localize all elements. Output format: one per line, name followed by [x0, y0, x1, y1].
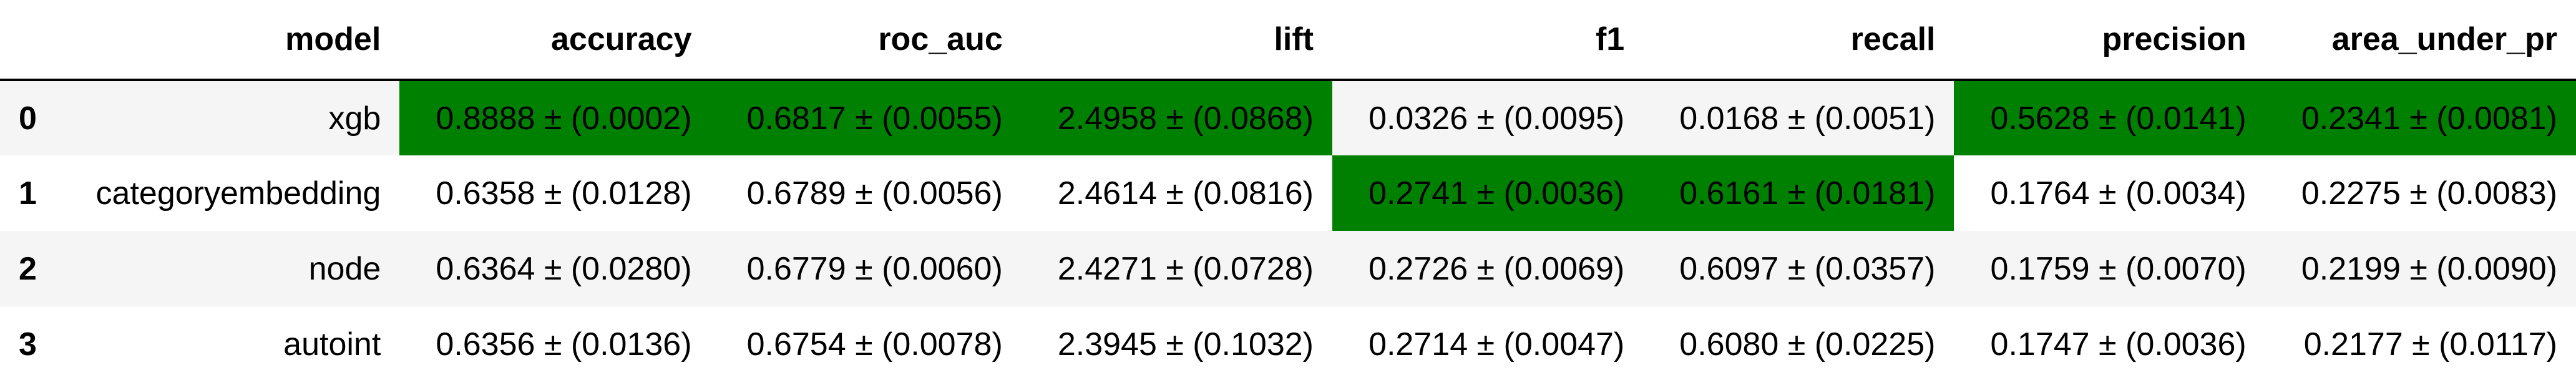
model-cell: autoint — [283, 326, 381, 363]
roc-auc-cell: 0.6789 ± (0.0056) — [746, 175, 1003, 212]
index-header — [0, 0, 58, 81]
column-header-lift: lift — [1021, 0, 1332, 81]
column-header-model: model — [57, 0, 400, 81]
column-header-f1: f1 — [1332, 0, 1644, 81]
precision-cell: 0.1764 ± (0.0034) — [1990, 175, 2247, 212]
f1-cell: 0.2726 ± (0.0069) — [1332, 231, 1644, 306]
roc-auc-cell: 0.6817 ± (0.0055) — [710, 80, 1022, 155]
accuracy-cell: 0.8888 ± (0.0002) — [399, 80, 711, 155]
recall-cell: 0.6080 ± (0.0225) — [1679, 326, 1936, 363]
lift-cell: 2.4958 ± (0.0868) — [1021, 80, 1332, 155]
recall-cell: 0.6161 ± (0.0181) — [1643, 155, 1954, 231]
f1-cell: 0.2741 ± (0.0036) — [1332, 155, 1644, 231]
accuracy-cell: 0.6358 ± (0.0128) — [436, 175, 692, 212]
table-header: model accuracy roc_auc lift f1 recall pr… — [0, 0, 2576, 81]
roc-auc-cell: 0.6754 ± (0.0078) — [746, 326, 1003, 363]
lift-cell: 2.4271 ± (0.0728) — [1021, 231, 1332, 306]
recall-cell: 0.6097 ± (0.0357) — [1643, 231, 1954, 306]
table-row: 2 node 0.6364 ± (0.0280) 0.6779 ± (0.006… — [0, 231, 2576, 306]
area-under-pr-cell: 0.2341 ± (0.0081) — [2265, 80, 2576, 155]
f1-cell: 0.2714 ± (0.0047) — [1368, 326, 1625, 363]
model-cell: node — [57, 231, 400, 306]
precision-cell: 0.5628 ± (0.0141) — [1954, 80, 2265, 155]
accuracy-cell: 0.6356 ± (0.0136) — [436, 326, 692, 363]
row-index: 0 — [0, 80, 58, 155]
roc-auc-cell: 0.6779 ± (0.0060) — [710, 231, 1022, 306]
precision-cell: 0.1759 ± (0.0070) — [1954, 231, 2265, 306]
table-row: 3 autoint 0.6356 ± (0.0136) 0.6754 ± (0.… — [0, 306, 2576, 382]
model-cell: categoryembedding — [95, 175, 381, 212]
table-body: 0 xgb 0.8888 ± (0.0002) 0.6817 ± (0.0055… — [0, 80, 2576, 382]
row-index: 3 — [19, 326, 37, 363]
header-row: model accuracy roc_auc lift f1 recall pr… — [0, 0, 2576, 81]
column-header-accuracy: accuracy — [399, 0, 711, 81]
precision-cell: 0.1747 ± (0.0036) — [1990, 326, 2247, 363]
column-header-area-under-pr: area_under_pr — [2265, 0, 2576, 81]
model-cell: xgb — [57, 80, 400, 155]
table-row: 1 categoryembedding 0.6358 ± (0.0128) 0.… — [0, 155, 2576, 231]
column-header-recall: recall — [1643, 0, 1954, 81]
table-row: 0 xgb 0.8888 ± (0.0002) 0.6817 ± (0.0055… — [0, 80, 2576, 155]
row-index: 2 — [0, 231, 58, 306]
area-under-pr-cell: 0.2177 ± (0.0117) — [2303, 326, 2557, 363]
column-header-roc-auc: roc_auc — [710, 0, 1022, 81]
lift-cell: 2.3945 ± (0.1032) — [1057, 326, 1314, 363]
recall-cell: 0.0168 ± (0.0051) — [1643, 80, 1954, 155]
row-index: 1 — [19, 175, 37, 212]
column-header-precision: precision — [1954, 0, 2265, 81]
f1-cell: 0.0326 ± (0.0095) — [1332, 80, 1644, 155]
lift-cell: 2.4614 ± (0.0816) — [1057, 175, 1314, 212]
area-under-pr-cell: 0.2199 ± (0.0090) — [2265, 231, 2576, 306]
area-under-pr-cell: 0.2275 ± (0.0083) — [2301, 175, 2557, 212]
accuracy-cell: 0.6364 ± (0.0280) — [399, 231, 711, 306]
